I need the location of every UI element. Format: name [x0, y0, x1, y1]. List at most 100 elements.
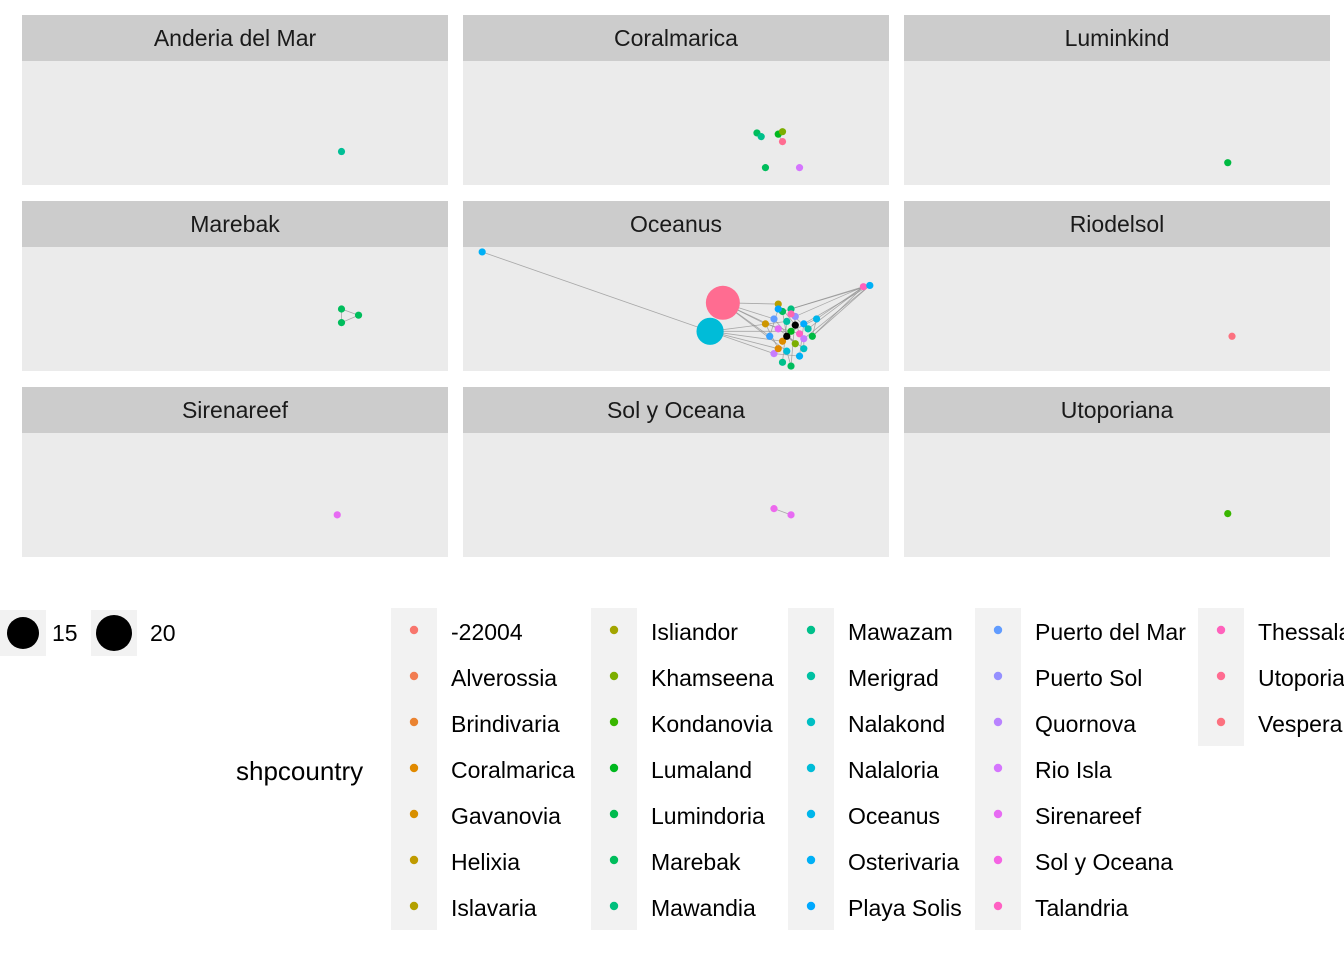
color-legend-swatch: [806, 763, 816, 773]
network-node: [808, 332, 816, 340]
size-legend-label: 15: [52, 620, 78, 646]
legend: 15 20 shpcountry -22004 Alverossia Brindivari…: [0, 608, 1344, 930]
network-node: [696, 317, 724, 345]
facet-strip: [22, 15, 448, 61]
color-legend-swatch: [806, 855, 816, 865]
network-node: [333, 511, 341, 519]
network-node: [761, 164, 770, 172]
color-legend-swatch: [609, 901, 619, 911]
color-legend-label: Sirenareef: [1035, 803, 1142, 829]
network-node: [787, 511, 795, 519]
network-node: [778, 138, 787, 146]
network-edge: [769, 308, 779, 337]
facet-strip-label: Marebak: [190, 211, 280, 237]
color-legend-swatch: [993, 809, 1003, 819]
color-legend-swatch: [993, 901, 1003, 911]
facet-panel: Coralmarica: [463, 15, 889, 185]
color-legend-label: Puerto Sol: [1035, 665, 1142, 691]
facet-plot-area: [22, 433, 448, 557]
color-legend-swatch: [409, 671, 419, 681]
color-legend-label: Rio Isla: [1035, 757, 1112, 783]
facet-plot-area: [463, 433, 889, 557]
network-node: [705, 285, 740, 320]
color-legend-label: Coralmarica: [451, 757, 575, 783]
network-node: [791, 340, 799, 348]
color-legend-label: Quornova: [1035, 711, 1136, 737]
network-node: [787, 327, 795, 335]
facet-strip-label: Sirenareef: [182, 397, 289, 423]
facet-strip: [904, 15, 1330, 61]
facet-strip-label: Sol y Oceana: [607, 397, 745, 423]
network-node: [866, 281, 874, 290]
facet-panel: Riodelsol: [904, 201, 1330, 371]
color-legend-swatch: [993, 717, 1003, 727]
color-legend-swatch: [806, 625, 816, 635]
color-legend-swatch: [409, 717, 419, 727]
color-legend-swatch: [1216, 717, 1226, 727]
network-node: [795, 352, 804, 360]
network-node: [478, 248, 486, 256]
network-edge: [790, 285, 870, 310]
network-node: [770, 505, 778, 513]
color-legend-label: Nalaloria: [848, 757, 939, 783]
network-node: [787, 362, 795, 370]
color-legend-label: Talandria: [1035, 895, 1129, 921]
network-node: [778, 358, 787, 366]
network-node: [795, 164, 804, 172]
network-node: [761, 320, 770, 328]
facet-panels: Anderia del Mar Coralmarica Luminkind Mareb…: [22, 15, 1330, 557]
facet-panel: Sirenareef: [22, 387, 448, 557]
network-node: [800, 320, 808, 328]
network-edge: [816, 286, 864, 320]
facet-strip-label: Anderia del Mar: [154, 25, 317, 51]
facet-strip: [904, 387, 1330, 433]
color-legend-swatch: [609, 809, 619, 819]
facet-strip: [463, 387, 889, 433]
network-node: [795, 330, 804, 338]
network-node: [774, 325, 782, 333]
color-legend-swatch: [806, 901, 816, 911]
color-legend-swatch: [806, 809, 816, 819]
color-legend-label: Gavanovia: [451, 803, 561, 829]
network-node: [783, 317, 791, 325]
network-node: [774, 345, 782, 353]
color-legend-swatch: [993, 671, 1003, 681]
network-node: [783, 332, 791, 340]
network-node: [757, 133, 765, 141]
color-legend-swatch: [806, 671, 816, 681]
size-legend-circle: [96, 615, 132, 651]
network-node: [859, 283, 868, 291]
network-node: [800, 335, 808, 343]
network-node: [770, 315, 778, 323]
network-node: [1224, 159, 1232, 167]
color-legend-swatch: [409, 901, 419, 911]
color-legend-swatch: [609, 763, 619, 773]
facet-plot-area: [22, 61, 448, 185]
network-node: [787, 310, 795, 318]
network-node: [354, 311, 363, 319]
facet-plot-area: [904, 61, 1330, 185]
color-legend-swatch: [609, 855, 619, 865]
network-edge: [777, 328, 805, 349]
facet-strip-label: Coralmarica: [614, 25, 738, 51]
network-node: [787, 305, 795, 313]
color-legend-swatch: [409, 855, 419, 865]
network-node: [791, 321, 799, 329]
color-legend-label: Helixia: [451, 849, 520, 875]
facet-strip: [22, 387, 448, 433]
color-legend-label: Lumindoria: [651, 803, 765, 829]
color-legend-label: Marebak: [651, 849, 741, 875]
network-node: [774, 300, 782, 308]
color-legend-label: Utoporia: [1258, 665, 1344, 691]
facet-panel: Anderia del Mar: [22, 15, 448, 185]
color-legend-label: Osterivaria: [848, 849, 959, 875]
color-legend-swatch: [409, 763, 419, 773]
network-node: [804, 325, 812, 333]
facet-plot-area: [904, 247, 1330, 371]
network-node: [800, 345, 808, 353]
network-node: [778, 337, 787, 345]
network-node: [337, 319, 346, 327]
facet-strip-label: Luminkind: [1065, 25, 1170, 51]
facet-strip-label: Riodelsol: [1070, 211, 1165, 237]
color-legend-label: -22004: [451, 619, 523, 645]
